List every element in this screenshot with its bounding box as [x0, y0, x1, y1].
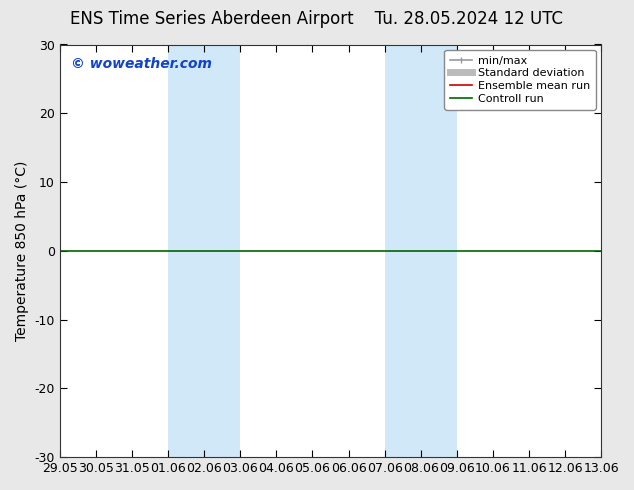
Bar [168, 45, 240, 457]
Legend: min/max, Standard deviation, Ensemble mean run, Controll run: min/max, Standard deviation, Ensemble me… [444, 50, 595, 109]
Text: ENS Time Series Aberdeen Airport    Tu. 28.05.2024 12 UTC: ENS Time Series Aberdeen Airport Tu. 28.… [70, 10, 564, 28]
Text: © woweather.com: © woweather.com [70, 57, 212, 71]
Y-axis label: Temperature 850 hPa (°C): Temperature 850 hPa (°C) [15, 161, 29, 341]
Bar [385, 45, 457, 457]
